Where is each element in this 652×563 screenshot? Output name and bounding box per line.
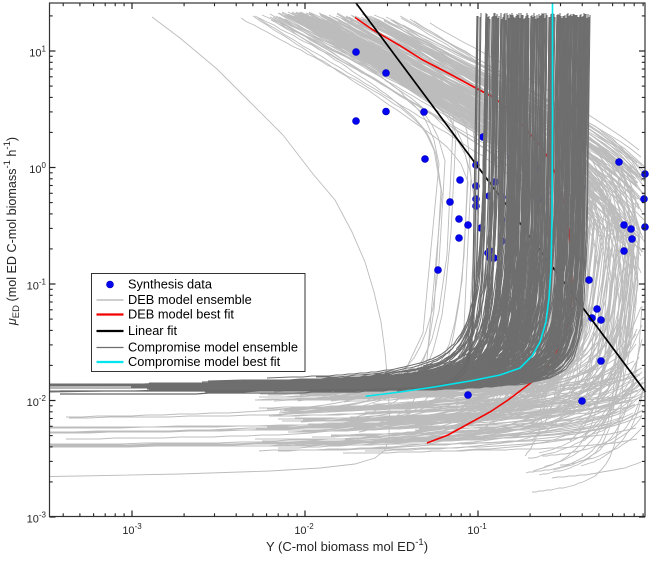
svg-text:10-1: 10-1	[27, 278, 47, 293]
svg-text:Compromise model ensemble: Compromise model ensemble	[128, 340, 298, 355]
svg-text:Synthesis data: Synthesis data	[128, 277, 213, 292]
svg-text:Linear fit: Linear fit	[128, 323, 178, 338]
svg-text:100: 100	[29, 161, 46, 176]
svg-text:μED (mol ED C-mol biomass-1 h-: μED (mol ED C-mol biomass-1 h-1)	[2, 137, 22, 326]
svg-text:Compromise model best fit: Compromise model best fit	[128, 354, 281, 369]
svg-text:10-3: 10-3	[27, 511, 47, 526]
svg-text:10-2: 10-2	[27, 394, 47, 409]
svg-text:DEB model best fit: DEB model best fit	[128, 307, 234, 322]
svg-text:DEB model ensemble: DEB model ensemble	[128, 292, 252, 307]
svg-text:101: 101	[29, 45, 46, 60]
svg-text:Y (C-mol biomass mol ED-1): Y (C-mol biomass mol ED-1)	[266, 537, 428, 554]
